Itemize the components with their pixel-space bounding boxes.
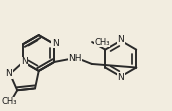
Text: NH: NH [68, 55, 82, 63]
Text: N: N [117, 73, 124, 82]
Text: N: N [6, 69, 12, 78]
Text: CH₃: CH₃ [94, 38, 110, 47]
Text: N: N [52, 39, 59, 48]
Text: CH₃: CH₃ [1, 97, 17, 106]
Text: N: N [117, 35, 124, 44]
Text: N: N [21, 57, 28, 66]
